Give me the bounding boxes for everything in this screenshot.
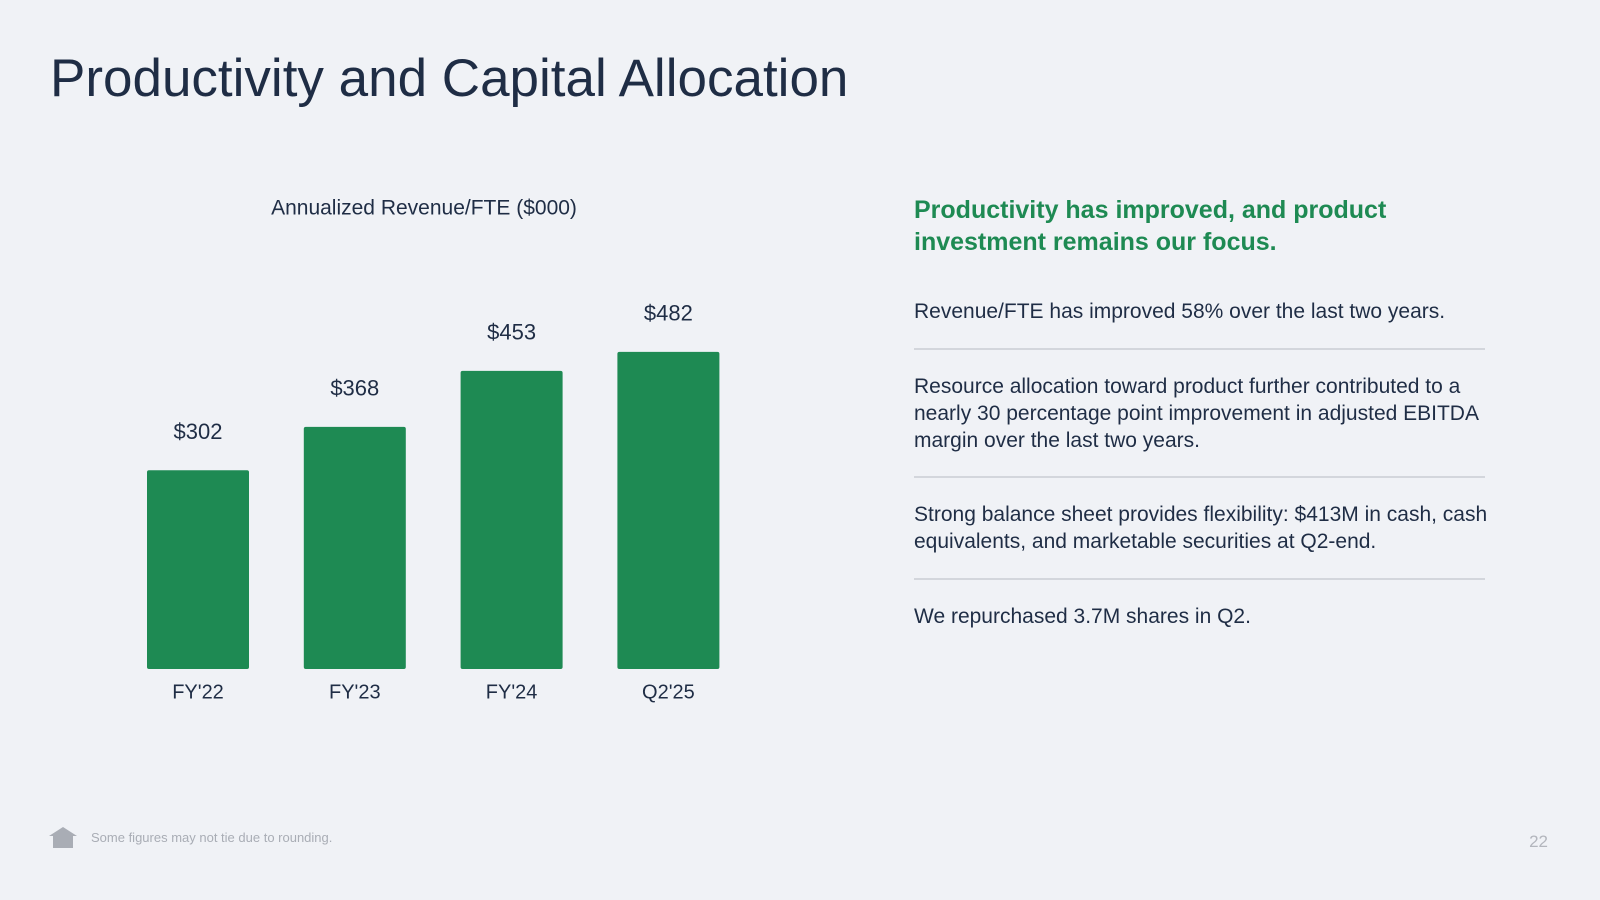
page-number: 22 [1529, 832, 1548, 851]
x-tick-label: FY'23 [329, 681, 381, 703]
value-label: $302 [174, 419, 223, 444]
highlight-point: We repurchased 3.7M shares in Q2. [914, 605, 1251, 628]
chart-title: Annualized Revenue/FTE ($000) [271, 197, 577, 220]
divider [914, 578, 1485, 580]
value-label: $482 [644, 301, 693, 326]
bar [147, 470, 249, 669]
footnote: Some figures may not tie due to rounding… [91, 830, 333, 845]
highlight-point: Revenue/FTE has improved 58% over the la… [914, 300, 1446, 323]
x-tick-label: FY'24 [486, 681, 538, 703]
divider [914, 476, 1485, 478]
x-tick-label: FY'22 [172, 681, 224, 703]
chart: Annualized Revenue/FTE ($000) FY'22 $302 FY… [147, 197, 720, 703]
divider [914, 348, 1485, 350]
x-tick-label: Q2'25 [642, 681, 695, 703]
highlight-point: Resource allocation toward product furth… [914, 375, 1478, 452]
slide-title: Productivity and Capital Allocation [50, 49, 849, 108]
highlight-point: Strong balance sheet provides flexibilit… [914, 503, 1488, 553]
value-label: $368 [330, 376, 379, 401]
bar [460, 370, 563, 669]
highlight-heading: Productivity has improved, and product i… [914, 196, 1387, 256]
bar [617, 351, 720, 669]
bar [303, 426, 406, 669]
logo-icon [49, 827, 77, 848]
value-label: $453 [487, 320, 536, 345]
